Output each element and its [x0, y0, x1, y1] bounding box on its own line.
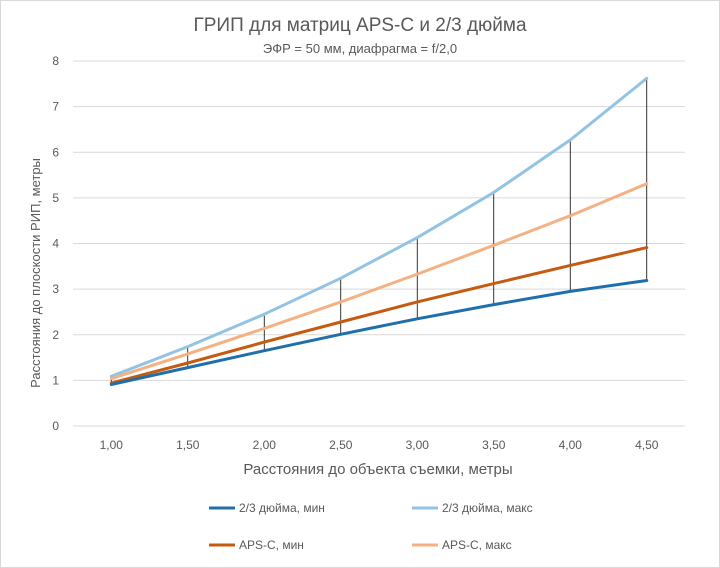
x-tick-label: 4,00: [559, 438, 583, 452]
x-axis-ticks: 1,00 1,50 2,00 2,50 3,00 3,50 4,00 4,50: [100, 438, 659, 452]
y-tick-label: 8: [52, 54, 59, 68]
series-line-1: [109, 76, 649, 378]
y-tick-label: 0: [52, 419, 59, 433]
y-tick-label: 3: [52, 282, 59, 296]
gridlines: [73, 60, 685, 427]
x-tick-label: 4,50: [635, 438, 659, 452]
x-tick-label: 1,50: [176, 438, 200, 452]
y-tick-label: 6: [52, 145, 59, 159]
drop-lines: [110, 78, 648, 385]
series-line-2: [109, 246, 649, 385]
y-tick-label: 4: [52, 237, 59, 251]
legend: 2/3 дюйма, мин 2/3 дюйма, макс APS-C, мин A…: [209, 501, 533, 552]
legend-label: 2/3 дюйма, мин: [239, 501, 325, 515]
y-tick-label: 1: [52, 373, 59, 387]
chart-title: ГРИП для матриц APS-C и 2/3 дюйма: [193, 15, 526, 36]
series-line-0: [109, 279, 649, 386]
legend-label: APS-C, макс: [442, 538, 512, 552]
x-tick-label: 2,00: [253, 438, 277, 452]
y-axis-ticks: 0 1 2 3 4 5 6 7 8: [52, 54, 59, 433]
y-tick-label: 5: [52, 191, 59, 205]
x-tick-label: 3,50: [482, 438, 506, 452]
x-tick-label: 1,00: [100, 438, 124, 452]
series-lines: [109, 76, 649, 386]
y-axis-label: Расстояния до плоскости РИП, метры: [28, 158, 43, 388]
legend-label: 2/3 дюйма, макс: [442, 501, 533, 515]
x-tick-label: 2,50: [329, 438, 353, 452]
chart-subtitle: ЭФР = 50 мм, диафрагма = f/2,0: [263, 41, 457, 56]
x-tick-label: 3,00: [406, 438, 430, 452]
y-tick-label: 7: [52, 100, 59, 114]
y-tick-label: 2: [52, 328, 59, 342]
series-line-3: [109, 182, 649, 381]
x-axis-label: Расстояния до объекта съемки, метры: [243, 461, 512, 478]
legend-label: APS-C, мин: [239, 538, 304, 552]
